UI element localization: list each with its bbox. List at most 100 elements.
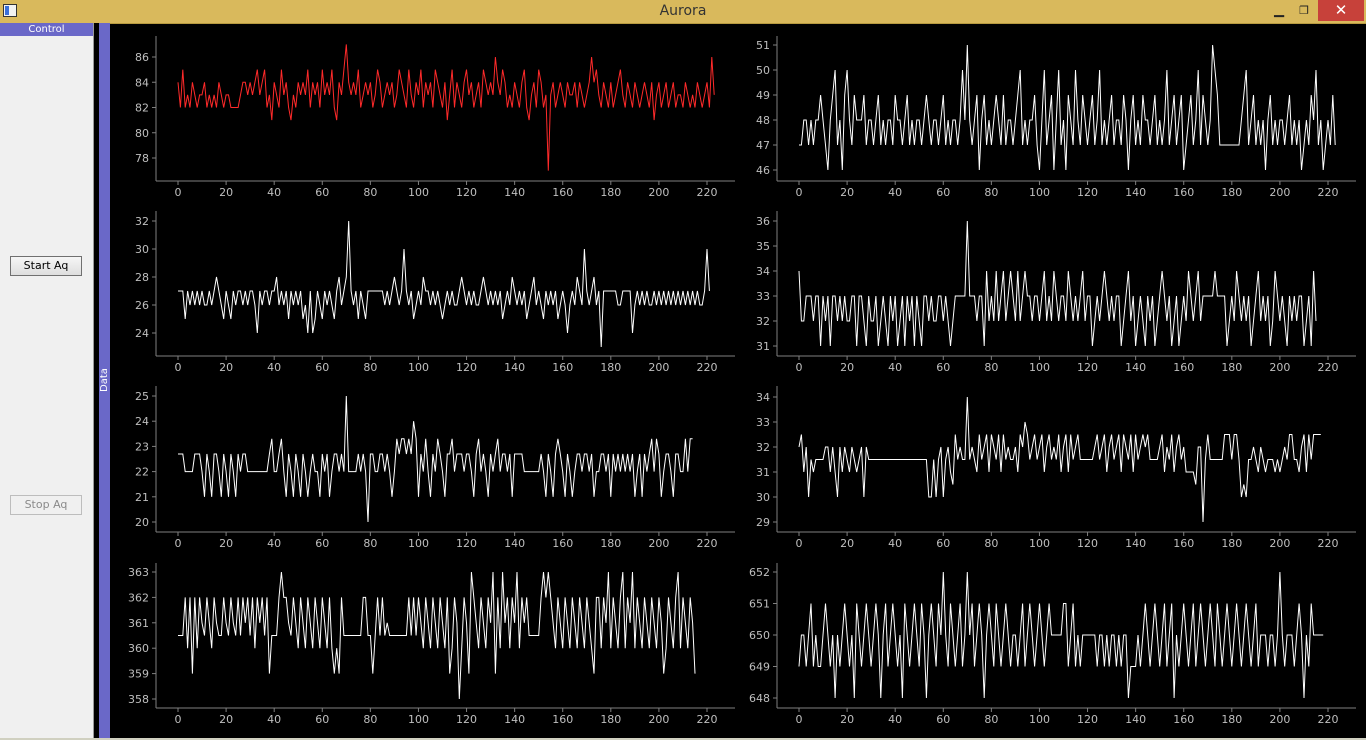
series-line-5 <box>178 396 693 522</box>
x-tick-label: 0 <box>796 537 803 550</box>
x-tick-label: 80 <box>984 361 998 374</box>
y-tick-label: 33 <box>756 290 770 303</box>
y-tick-label: 24 <box>135 327 149 340</box>
maximize-button[interactable]: ❐ <box>1291 0 1317 21</box>
x-tick-label: 160 <box>1173 537 1194 550</box>
plot-7[interactable]: 358 359 360 361 362 363 0 20 40 60 80 100 120 140 160 1… <box>110 557 735 728</box>
x-tick-label: 20 <box>840 713 854 726</box>
title-bar[interactable]: Aurora ▁ ❐ ✕ <box>0 0 1366 24</box>
x-tick-label: 120 <box>456 361 477 374</box>
y-tick-label: 36 <box>756 215 770 228</box>
x-tick-label: 100 <box>408 361 429 374</box>
y-tick-label: 20 <box>135 516 149 529</box>
plot-5[interactable]: 20 21 22 23 24 25 0 20 40 60 80 100 120 140 160 180 200 2… <box>110 381 735 552</box>
y-tick-label: 358 <box>128 693 149 706</box>
y-tick-label: 650 <box>749 629 770 642</box>
y-tick-label: 82 <box>135 102 149 115</box>
plot-8[interactable]: 648 649 650 651 652 0 20 40 60 80 100 120 140 160 180 2… <box>732 557 1356 728</box>
x-tick-label: 0 <box>175 186 182 199</box>
plot-1[interactable]: 78 80 82 84 86 0 20 40 60 80 100 120 140 160 180 200 220 <box>110 30 735 201</box>
y-tick-label: 50 <box>756 64 770 77</box>
x-tick-label: 180 <box>1221 713 1242 726</box>
stop-acquisition-button[interactable]: Stop Aq <box>10 495 82 515</box>
x-tick-label: 60 <box>315 537 329 550</box>
x-tick-label: 180 <box>600 361 621 374</box>
y-tick-label: 26 <box>135 299 149 312</box>
x-tick-label: 100 <box>1029 361 1050 374</box>
x-tick-label: 40 <box>888 537 902 550</box>
x-tick-label: 80 <box>984 537 998 550</box>
y-tick-label: 34 <box>756 265 770 278</box>
plot-6[interactable]: 29 30 31 32 33 34 0 20 40 60 80 100 120 140 160 180 200 2… <box>732 381 1356 552</box>
y-tick-label: 649 <box>749 661 770 674</box>
minimize-icon: ▁ <box>1274 3 1284 18</box>
x-tick-label: 100 <box>408 713 429 726</box>
x-tick-label: 100 <box>1029 713 1050 726</box>
x-tick-label: 120 <box>456 186 477 199</box>
x-tick-label: 160 <box>552 537 573 550</box>
series-line-7 <box>178 572 695 699</box>
y-tick-label: 31 <box>756 340 770 353</box>
y-tick-label: 361 <box>128 617 149 630</box>
x-tick-label: 0 <box>796 361 803 374</box>
y-tick-label: 30 <box>756 491 770 504</box>
y-tick-label: 78 <box>135 152 149 165</box>
minimize-button[interactable]: ▁ <box>1266 0 1292 21</box>
x-tick-label: 0 <box>175 537 182 550</box>
y-tick-label: 363 <box>128 566 149 579</box>
x-tick-label: 100 <box>1029 537 1050 550</box>
x-tick-label: 200 <box>1269 186 1290 199</box>
series-line-6 <box>799 397 1321 522</box>
x-tick-label: 160 <box>552 713 573 726</box>
x-tick-label: 220 <box>697 713 718 726</box>
y-tick-label: 359 <box>128 668 149 681</box>
y-tick-label: 29 <box>756 516 770 529</box>
x-tick-label: 0 <box>796 713 803 726</box>
y-tick-label: 86 <box>135 51 149 64</box>
x-tick-label: 40 <box>267 537 281 550</box>
y-tick-label: 30 <box>135 243 149 256</box>
series-line-1 <box>178 44 714 170</box>
y-tick-label: 23 <box>135 440 149 453</box>
x-tick-label: 80 <box>984 713 998 726</box>
x-tick-label: 200 <box>648 361 669 374</box>
x-tick-label: 160 <box>552 361 573 374</box>
x-tick-label: 180 <box>600 186 621 199</box>
x-tick-label: 200 <box>1269 713 1290 726</box>
y-tick-label: 84 <box>135 76 149 89</box>
y-tick-label: 362 <box>128 591 149 604</box>
x-tick-label: 140 <box>504 361 525 374</box>
x-tick-label: 20 <box>840 537 854 550</box>
close-button[interactable]: ✕ <box>1318 0 1364 21</box>
x-tick-label: 20 <box>840 361 854 374</box>
x-tick-label: 0 <box>175 361 182 374</box>
y-tick-label: 33 <box>756 416 770 429</box>
x-tick-label: 180 <box>1221 361 1242 374</box>
x-tick-label: 0 <box>796 186 803 199</box>
plot-3[interactable]: 24 26 28 30 32 0 20 40 60 80 100 120 140 160 180 200 220 <box>110 206 735 376</box>
series-line-2 <box>799 45 1335 170</box>
y-tick-label: 47 <box>756 139 770 152</box>
x-tick-label: 20 <box>840 186 854 199</box>
x-tick-label: 80 <box>363 713 377 726</box>
y-tick-label: 32 <box>756 441 770 454</box>
x-tick-label: 180 <box>600 713 621 726</box>
series-line-8 <box>799 572 1323 698</box>
plot-4[interactable]: 31 32 33 34 35 36 0 20 40 60 80 100 120 140 160 180 200 2… <box>732 206 1356 376</box>
control-panel-header[interactable]: Control <box>0 23 93 36</box>
x-tick-label: 180 <box>600 537 621 550</box>
x-tick-label: 80 <box>363 361 377 374</box>
data-dock-tab[interactable]: Data <box>99 23 110 738</box>
x-tick-label: 220 <box>1318 361 1339 374</box>
y-tick-label: 651 <box>749 598 770 611</box>
start-acquisition-button[interactable]: Start Aq <box>10 256 82 276</box>
x-tick-label: 20 <box>219 361 233 374</box>
x-tick-label: 200 <box>648 713 669 726</box>
plot-2[interactable]: 46 47 48 49 50 51 0 20 40 60 80 100 120 140 160 180 200 2… <box>732 30 1356 201</box>
x-tick-label: 100 <box>408 186 429 199</box>
x-tick-label: 200 <box>648 186 669 199</box>
x-tick-label: 80 <box>984 186 998 199</box>
x-tick-label: 180 <box>1221 537 1242 550</box>
x-tick-label: 40 <box>267 713 281 726</box>
x-tick-label: 220 <box>697 537 718 550</box>
